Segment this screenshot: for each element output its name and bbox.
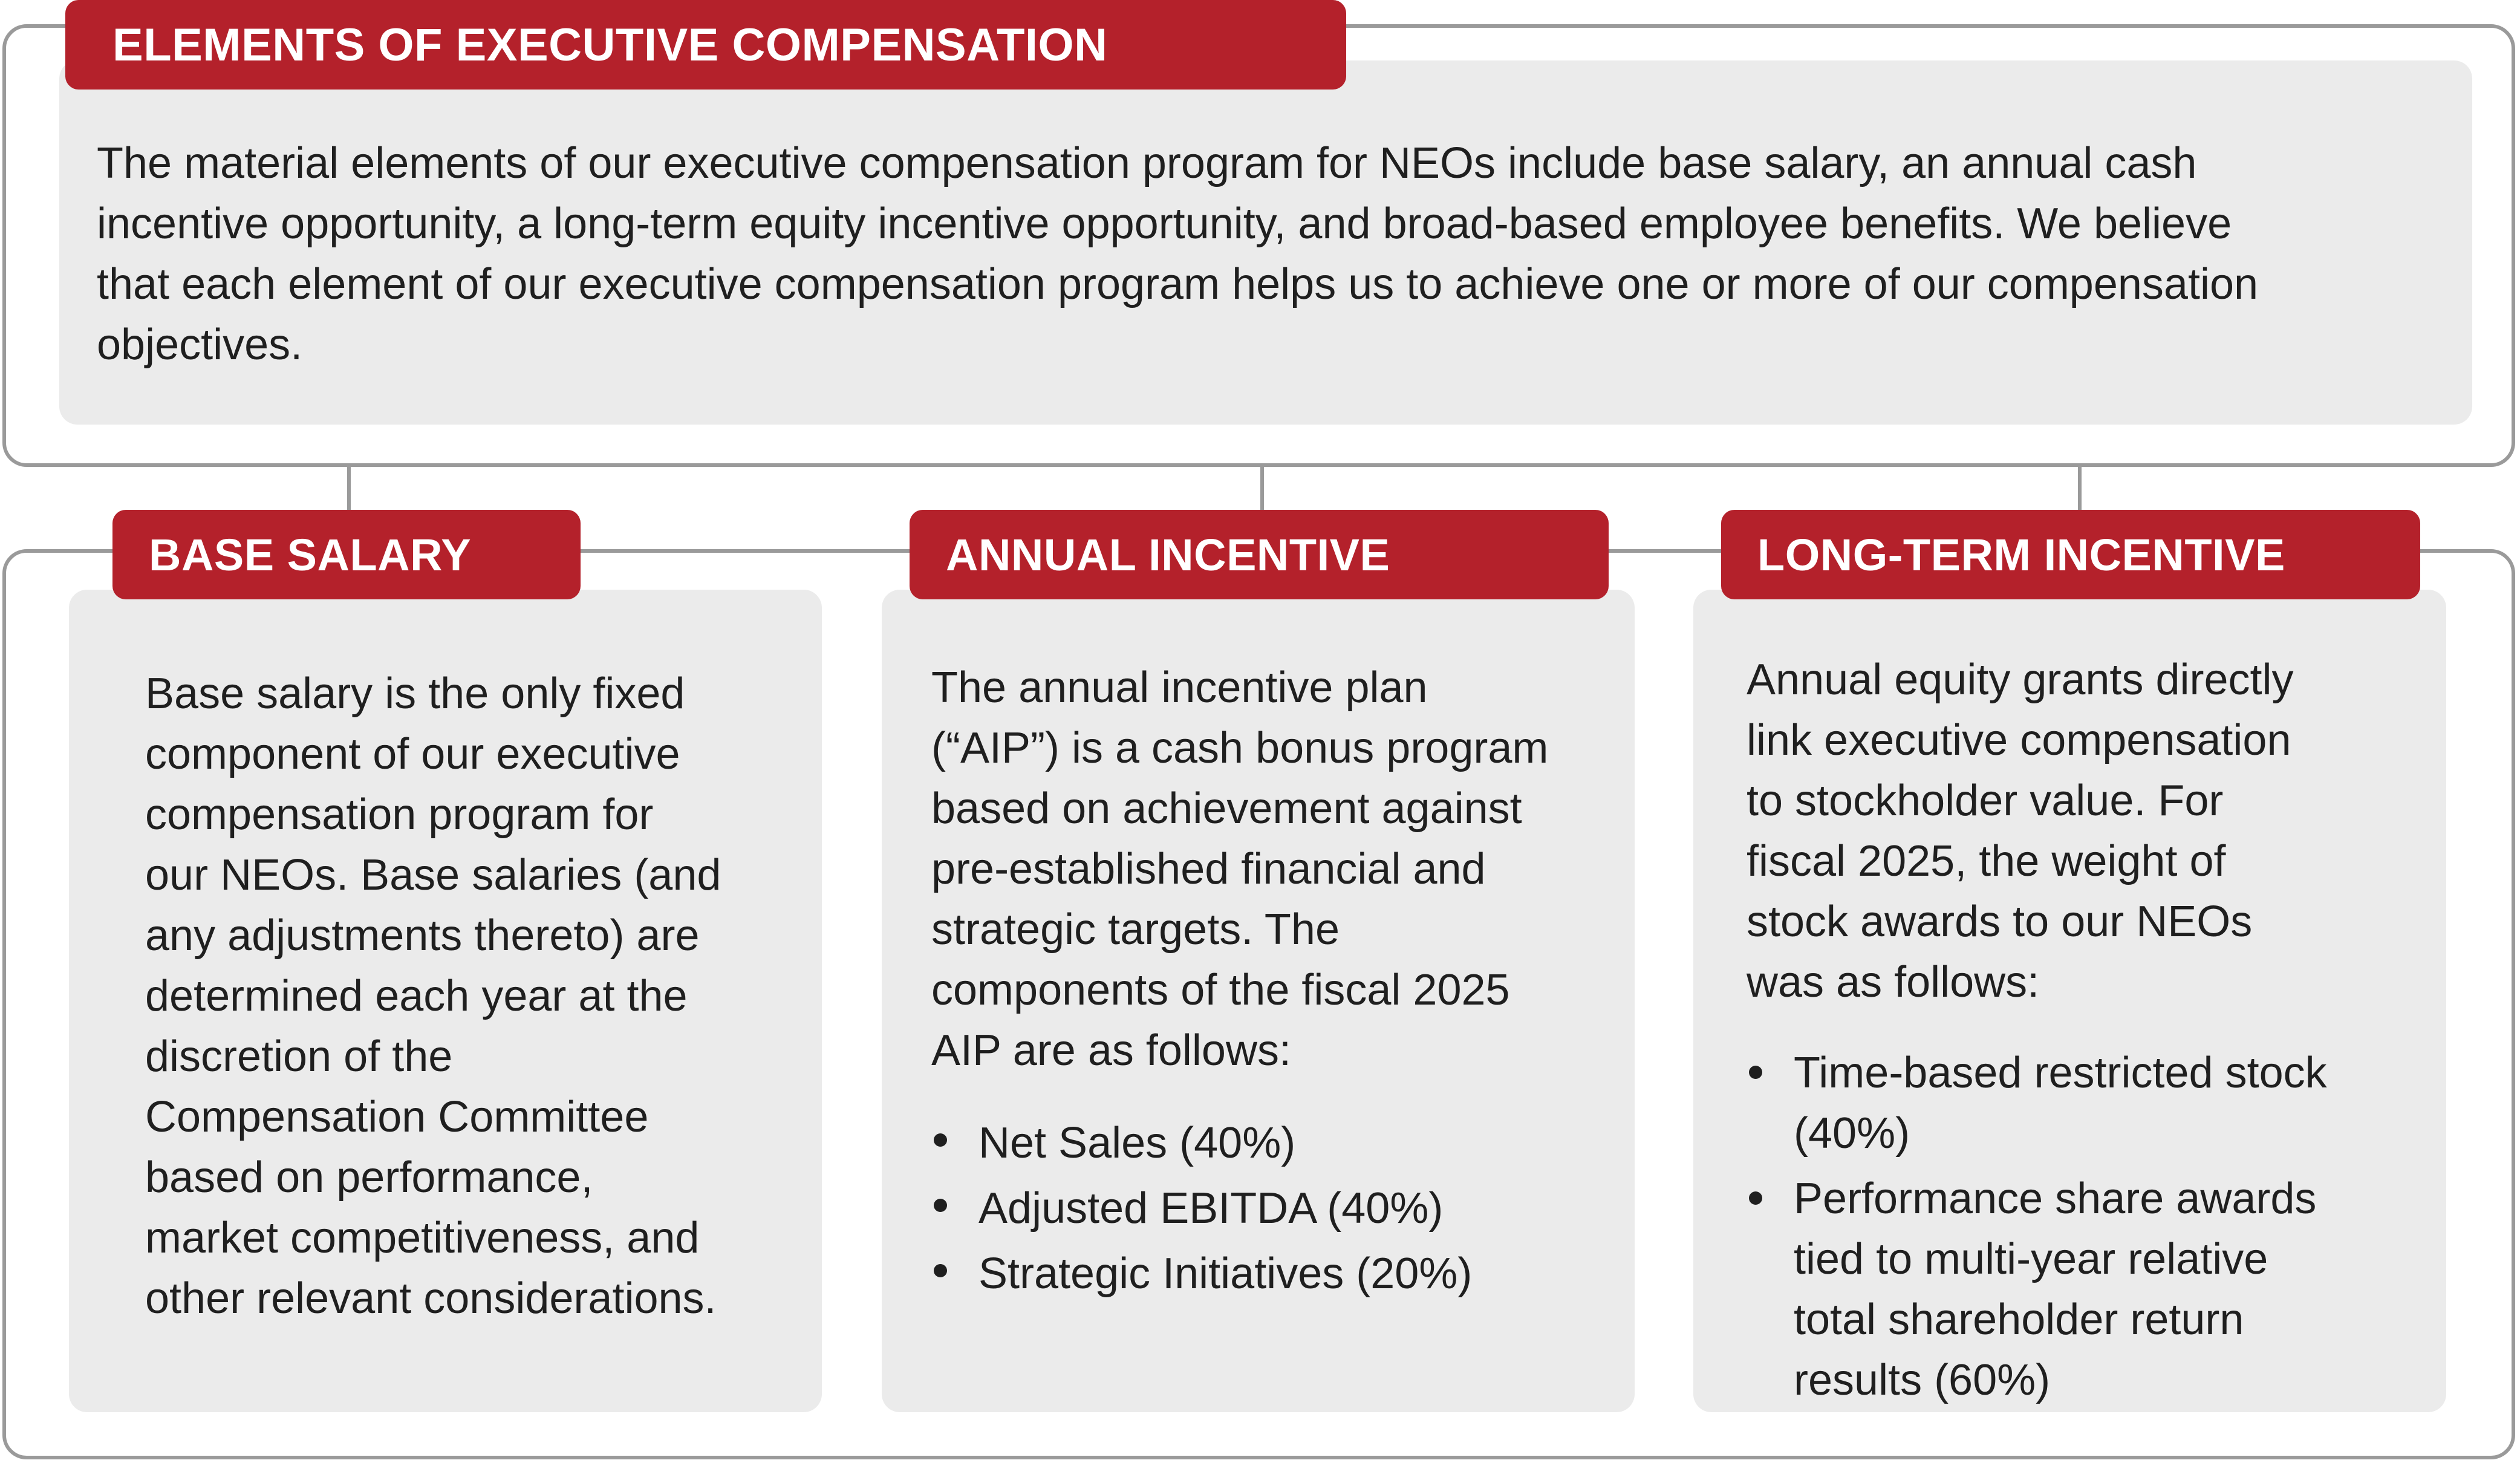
overview-line: incentive opportunity, a long-term equit… <box>97 200 2232 248</box>
list-item-line: tied to multi-year relative <box>1794 1235 2268 1283</box>
overview-line: that each element of our executive compe… <box>97 260 2259 308</box>
annual-incentive-panel <box>882 590 1635 1412</box>
text-line: The annual incentive plan <box>931 663 1428 712</box>
base-salary-title: BASE SALARY <box>112 510 581 599</box>
list-item: Time-based restricted stock (40%) <box>1747 1043 2436 1164</box>
list-item: Adjusted EBITDA (40%) <box>931 1176 1627 1241</box>
list-item-line: Time-based restricted stock <box>1794 1049 2327 1097</box>
base-salary-panel <box>69 590 822 1412</box>
text-line: stock awards to our NEOs <box>1747 898 2253 946</box>
text-line: Annual equity grants directly <box>1747 656 2294 704</box>
text-line: compensation program for <box>145 790 654 839</box>
list-item: Strategic Initiatives (20%) <box>931 1241 1627 1306</box>
list-item-line: total shareholder return <box>1794 1295 2244 1344</box>
text-line: market competitiveness, and <box>145 1214 700 1262</box>
base-salary-text: Base salary is the only fixed component … <box>145 663 810 1329</box>
annual-incentive-title: ANNUAL INCENTIVE <box>910 510 1609 599</box>
text-line: Compensation Committee <box>145 1093 649 1141</box>
overview-panel <box>59 60 2472 425</box>
text-line: discretion of the <box>145 1032 453 1081</box>
text-line: Base salary is the only fixed <box>145 670 685 718</box>
overview-text: The material elements of our executive c… <box>97 133 2443 375</box>
text-line: determined each year at the <box>145 972 688 1020</box>
text-line: pre-established financial and <box>931 845 1486 893</box>
text-line: to stockholder value. For <box>1747 777 2224 825</box>
list-item-line: results (60%) <box>1794 1356 2051 1404</box>
overview-line: objectives. <box>97 321 303 369</box>
text-line: (“AIP”) is a cash bonus program <box>931 724 1549 772</box>
list-item: Performance share awards tied to multi-y… <box>1747 1168 2436 1410</box>
text-line: strategic targets. The <box>931 905 1340 954</box>
connector-annual-incentive <box>1260 466 1264 550</box>
long-term-incentive-text: Annual equity grants directly link execu… <box>1747 650 2436 1012</box>
text-line: based on performance, <box>145 1153 593 1202</box>
text-line: any adjustments thereto) are <box>145 911 700 960</box>
text-line: component of our executive <box>145 730 680 778</box>
overview-line: The material elements of our executive c… <box>97 139 2197 187</box>
text-line: other relevant considerations. <box>145 1274 717 1323</box>
text-line: components of the fiscal 2025 <box>931 966 1510 1014</box>
list-item-line: (40%) <box>1794 1109 1910 1158</box>
text-line: our NEOs. Base salaries (and <box>145 851 721 899</box>
text-line: based on achievement against <box>931 784 1522 833</box>
text-line: fiscal 2025, the weight of <box>1747 837 2226 885</box>
long-term-incentive-title: LONG-TERM INCENTIVE <box>1721 510 2420 599</box>
stock-awards-list: Time-based restricted stock (40%) Perfor… <box>1747 1043 2436 1410</box>
text-line: AIP are as follows: <box>931 1026 1291 1075</box>
list-item-line: Performance share awards <box>1794 1175 2317 1223</box>
connector-long-term-incentive <box>2078 466 2082 550</box>
connector-base-salary <box>347 466 351 550</box>
aip-components-list: Net Sales (40%) Adjusted EBITDA (40%) St… <box>931 1110 1627 1306</box>
annual-incentive-text: The annual incentive plan (“AIP”) is a c… <box>931 657 1627 1081</box>
overview-title: ELEMENTS OF EXECUTIVE COMPENSATION <box>65 0 1346 90</box>
long-term-incentive-panel <box>1693 590 2446 1412</box>
text-line: was as follows: <box>1747 958 2040 1006</box>
list-item: Net Sales (40%) <box>931 1110 1627 1176</box>
text-line: link executive compensation <box>1747 716 2291 764</box>
